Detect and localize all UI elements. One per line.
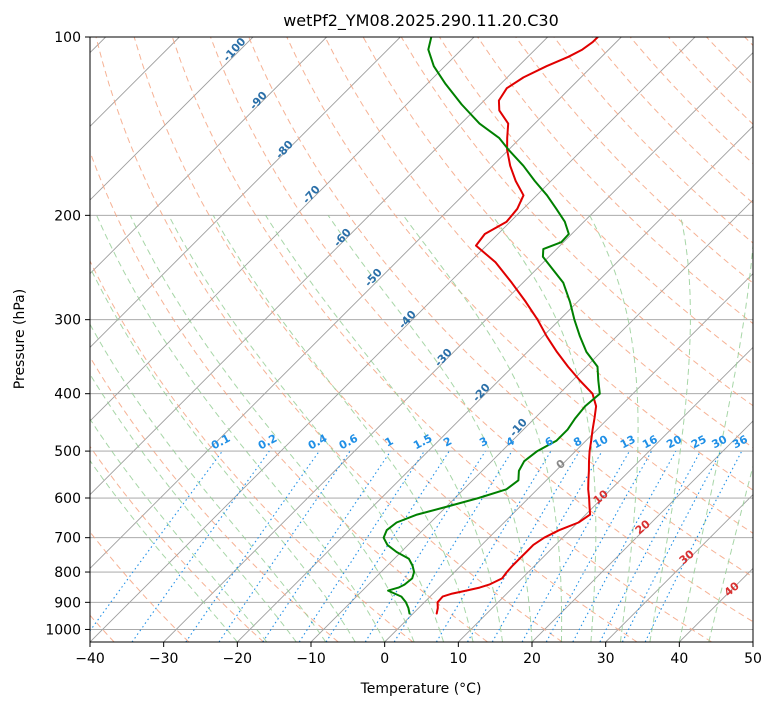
- isotherm-line: [90, 37, 696, 642]
- temperature-profile-line: [435, 37, 599, 615]
- x-tick-label: −20: [223, 651, 253, 667]
- dry-adiabat-line: [286, 37, 753, 534]
- y-tick-label: 300: [54, 313, 81, 329]
- mixing-ratio-line: [298, 450, 425, 642]
- moist-adiabat-line: [90, 459, 238, 642]
- plot-frame: [89, 36, 754, 643]
- mixing-ratio-label: 25: [689, 433, 709, 452]
- isotherm-line: [90, 37, 622, 569]
- x-axis: −40 −30 −20 −10 0 10 20 30 40 50: [75, 642, 762, 667]
- mixing-ratio-line: [364, 450, 486, 642]
- mixing-ratio-line: [393, 450, 513, 642]
- y-tick-label: 800: [54, 565, 81, 581]
- isotherm-line: [531, 420, 753, 642]
- y-tick-label: 400: [54, 387, 81, 403]
- isotherm-line: [90, 37, 254, 201]
- moist-adiabat-line: [90, 323, 327, 642]
- mixing-ratio-line: [435, 450, 552, 642]
- dewpoint-profile-line: [382, 37, 601, 615]
- isotherm-line: [90, 37, 401, 348]
- mixing-ratio-label: 10: [591, 432, 611, 451]
- mixing-ratio-label: 36: [730, 433, 750, 452]
- dry-adiabat-line: [210, 37, 753, 623]
- x-tick-label: 40: [670, 651, 688, 667]
- moist-adiabat-line: [589, 215, 639, 642]
- moist-adiabat-line: [327, 215, 533, 642]
- moist-adiabat-line: [265, 215, 503, 642]
- isotherm-line: [90, 37, 475, 422]
- moist-adiabat-line: [129, 215, 415, 642]
- moist-adiabat-line: [402, 215, 563, 642]
- dry-adiabat-line: [133, 37, 638, 642]
- moist-adiabat-line: [96, 215, 386, 642]
- y-tick-label: 100: [54, 30, 81, 46]
- background-lines: [90, 37, 753, 642]
- x-tick-label: 30: [597, 651, 615, 667]
- mixing-ratio-line: [325, 450, 450, 642]
- isotherm-line: [90, 37, 327, 275]
- mixing-ratio-label: 30: [710, 433, 730, 452]
- y-tick-label: 600: [54, 491, 81, 507]
- moist-adiabat-line: [212, 215, 474, 642]
- y-tick-label: 500: [54, 444, 81, 460]
- isotherm-line: [458, 346, 753, 642]
- dry-adiabat-line: [248, 37, 753, 578]
- moist-adiabat-line: [90, 418, 268, 642]
- moist-adiabat-line: [678, 238, 753, 642]
- dry-adiabat-line: [324, 37, 753, 491]
- dry-adiabat-line: [95, 37, 563, 642]
- isotherm-line: [90, 37, 548, 496]
- x-tick-label: 50: [744, 651, 762, 667]
- y-tick-label: 700: [54, 531, 81, 547]
- y-axis-title: Pressure (hPa): [12, 289, 28, 389]
- mixing-ratio-label: 16: [640, 433, 660, 452]
- isotherm-line: [605, 494, 753, 642]
- x-tick-label: −30: [149, 651, 179, 667]
- x-axis-title: Temperature (°C): [360, 681, 482, 697]
- x-tick-label: 20: [523, 651, 541, 667]
- y-tick-label: 1000: [45, 622, 81, 638]
- moist-adiabat-line: [90, 373, 297, 642]
- isotherm-line: [163, 52, 753, 642]
- dry-adiabat-line: [171, 37, 712, 642]
- mixing-ratio-line: [262, 450, 392, 642]
- x-tick-label: −40: [75, 651, 105, 667]
- mixing-ratio-line: [185, 450, 320, 642]
- y-tick-label: 200: [54, 208, 81, 224]
- moist-adiabat-line: [491, 215, 597, 642]
- mixing-ratio-label: 20: [664, 432, 684, 451]
- profile-lines: [382, 37, 601, 615]
- x-tick-label: 10: [449, 651, 467, 667]
- dry-adiabat-line: [90, 445, 264, 642]
- mixing-ratio-line: [599, 450, 701, 642]
- y-axis: 1000 900 800 700 600 500 400 300 200 100: [45, 30, 90, 638]
- moist-adiabat-line: [649, 215, 691, 642]
- mixing-ratio-label: 13: [618, 433, 638, 452]
- isotherm-line: [384, 273, 753, 642]
- x-tick-label: −10: [296, 651, 326, 667]
- mixing-ratio-line: [218, 450, 351, 642]
- mixing-ratio-line: [572, 450, 677, 642]
- mixing-ratio-line: [467, 450, 580, 642]
- dry-adiabat-line: [90, 259, 414, 642]
- y-tick-label: 900: [54, 595, 81, 611]
- dry-adiabat-line: [515, 37, 753, 284]
- moist-adiabat-line: [90, 266, 356, 642]
- chart-title: wetPf2_YM08.2025.290.11.20.C30: [283, 11, 559, 31]
- isotherm-line: [237, 125, 753, 642]
- x-tick-label: 0: [380, 651, 389, 667]
